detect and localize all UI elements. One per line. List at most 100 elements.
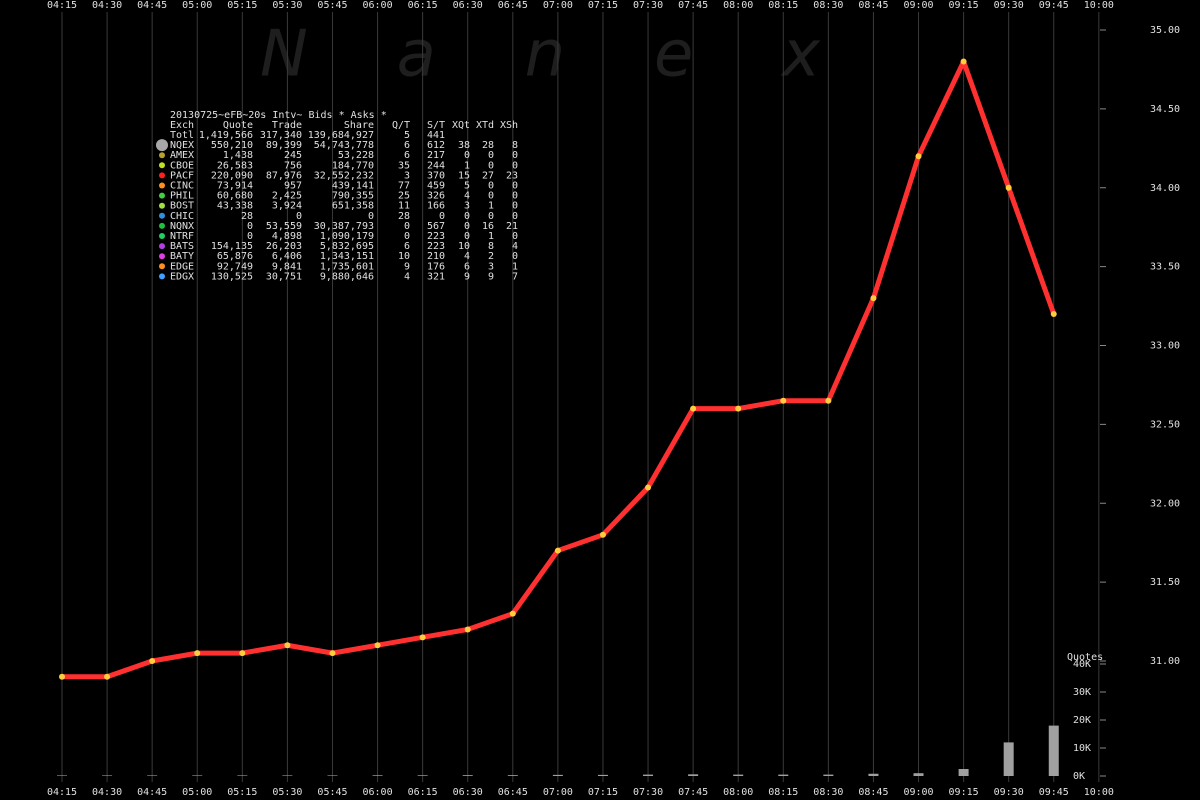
bar <box>733 774 744 776</box>
exchange-marker <box>159 263 165 270</box>
table-cell: BOST <box>170 201 194 212</box>
exchange-marker <box>159 192 165 199</box>
table-cell: 210 <box>427 251 445 262</box>
bar <box>282 775 293 776</box>
price-point <box>1050 310 1057 317</box>
table-cell: 0 <box>512 201 518 212</box>
table-cell: 0 <box>404 231 410 242</box>
table-cell: 9,880,646 <box>320 271 374 282</box>
table-cell: 0 <box>512 231 518 242</box>
bar <box>192 775 203 776</box>
table-cell: 28 <box>398 211 410 222</box>
price-point <box>59 673 65 680</box>
table-cell: 32,552,232 <box>314 170 374 181</box>
x-tick-label: 04:15 <box>47 0 77 11</box>
table-cell: 4 <box>404 271 410 282</box>
table-cell: 9 <box>464 271 470 282</box>
y-tick-label: 32.00 <box>1150 498 1180 509</box>
table-cell: 441 <box>427 130 445 141</box>
bar <box>778 774 789 776</box>
bar <box>147 775 158 776</box>
x-tick-label: 09:00 <box>903 0 933 11</box>
x-tick-label: 06:00 <box>363 787 393 798</box>
x-tick-label: 06:45 <box>498 787 528 798</box>
price-point <box>374 642 381 649</box>
table-cell: 1,419,566 <box>199 130 253 141</box>
table-cell: Totl <box>170 130 194 141</box>
x-tick-label: 04:45 <box>137 787 167 798</box>
x-tick-label: 08:45 <box>858 787 888 798</box>
bar <box>1003 742 1014 776</box>
bar <box>958 769 969 776</box>
price-point <box>735 405 742 412</box>
bar <box>237 775 248 776</box>
table-header: Exch <box>170 120 194 131</box>
y-tick-label: 34.00 <box>1150 183 1180 194</box>
table-cell: 26,583 <box>217 160 253 171</box>
table-cell: 3 <box>488 261 494 272</box>
table-cell: 4,898 <box>272 231 302 242</box>
table-header: XTd <box>476 120 494 131</box>
x-tick-label: 10:00 <box>1084 0 1114 11</box>
table-cell: 0 <box>464 231 470 242</box>
table-cell: 15 <box>458 170 470 181</box>
price-point <box>284 642 291 649</box>
table-cell: 28 <box>482 140 494 151</box>
exchange-marker <box>159 253 165 260</box>
table-cell: 0 <box>247 221 253 232</box>
table-cell: 0 <box>296 211 302 222</box>
y-tick-label: 34.50 <box>1150 104 1180 115</box>
table-cell: 65,876 <box>217 251 253 262</box>
exchange-marker <box>156 139 168 152</box>
table-cell: NQEX <box>170 140 194 151</box>
table-header: Q/T <box>392 120 410 131</box>
x-tick-label: 08:45 <box>858 0 888 11</box>
exchange-marker <box>159 273 165 280</box>
y-tick-label: 30K <box>1073 687 1091 698</box>
table-cell: 1 <box>488 201 494 212</box>
x-tick-label: 05:45 <box>317 0 347 11</box>
table-cell: 8 <box>488 241 494 252</box>
table-cell: 0 <box>512 251 518 262</box>
table-cell: BATS <box>170 241 194 252</box>
table-cell: 0 <box>439 211 445 222</box>
table-cell: 439,141 <box>332 181 374 192</box>
table-cell: 4 <box>464 251 470 262</box>
x-tick-label: 05:30 <box>272 787 302 798</box>
table-title: 20130725~eFB~20s Intv~ Bids * Asks * <box>170 110 387 121</box>
x-tick-label: 06:30 <box>453 787 483 798</box>
x-tick-label: 05:45 <box>317 787 347 798</box>
x-tick-label: 06:30 <box>453 0 483 11</box>
x-tick-label: 05:15 <box>227 0 257 11</box>
table-cell: 92,749 <box>217 261 253 272</box>
table-cell: 0 <box>512 181 518 192</box>
table-cell: 0 <box>488 150 494 161</box>
bar <box>823 774 834 776</box>
x-tick-label: 09:45 <box>1039 0 1069 11</box>
bar <box>913 773 924 776</box>
bar <box>868 773 879 776</box>
x-tick-label: 04:15 <box>47 787 77 798</box>
y-tick-label: 10K <box>1073 743 1091 754</box>
watermark: N a n e x <box>260 18 821 92</box>
table-cell: 0 <box>512 150 518 161</box>
table-cell: NQNX <box>170 221 194 232</box>
table-cell: 651,358 <box>332 201 374 212</box>
y-tick-label: 33.00 <box>1150 341 1180 352</box>
x-tick-label: 06:15 <box>408 0 438 11</box>
table-cell: PACF <box>170 170 194 181</box>
x-tick-label: 08:15 <box>768 787 798 798</box>
y-tick-label: 33.50 <box>1150 262 1180 273</box>
bar <box>688 774 699 776</box>
table-cell: 28 <box>241 211 253 222</box>
table-cell: 23 <box>506 170 518 181</box>
table-cell: 43,338 <box>217 201 253 212</box>
y-tick-label: 31.00 <box>1150 656 1180 667</box>
table-cell: 1 <box>512 261 518 272</box>
x-tick-label: 08:15 <box>768 0 798 11</box>
x-tick-label: 06:15 <box>408 787 438 798</box>
table-cell: BATY <box>170 251 194 262</box>
table-cell: 0 <box>464 221 470 232</box>
exchange-marker <box>159 233 165 239</box>
price-point <box>329 650 336 657</box>
